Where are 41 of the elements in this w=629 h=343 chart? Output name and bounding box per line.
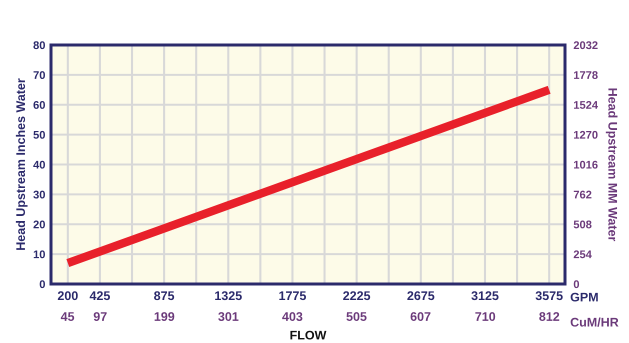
y-tick-label: 20 — [33, 220, 45, 228]
x-tick-label: 2225 — [343, 291, 370, 300]
x2-tick-label: 812 — [539, 312, 560, 321]
y2-tick-label: 1270 — [574, 130, 598, 139]
text: CuM/HR — [570, 317, 618, 327]
x-tick-label: 875 — [154, 291, 174, 300]
y2-tick-label: 508 — [574, 220, 592, 228]
y-tick-label: 30 — [33, 190, 45, 199]
y2-tick-label: 1524 — [574, 101, 598, 109]
x2-tick-label: 505 — [346, 312, 367, 321]
x-axis-title: FLOW — [290, 330, 326, 340]
x-tick-label: 3575 — [536, 291, 563, 300]
y-tick-label: 10 — [34, 250, 45, 258]
y2-tick-label: 1016 — [574, 160, 598, 169]
x-tick-label: 3125 — [471, 291, 499, 300]
y-tick-label: 60 — [33, 101, 45, 109]
x-tick-label: 1775 — [279, 291, 306, 300]
y-axis-title: Head Upstream Inches Water — [16, 78, 28, 250]
y-tick-label: 50 — [33, 130, 45, 139]
y2-tick-label: 0 — [574, 280, 580, 288]
y2-tick-label: 762 — [574, 190, 592, 199]
x2-tick-label: 403 — [282, 312, 302, 321]
y-tick-label: 70 — [34, 71, 45, 80]
text: GPM — [570, 292, 598, 302]
y-tick-label: 0 — [40, 280, 45, 288]
x-tick-label: 1325 — [215, 291, 242, 300]
x-tick-label: 2675 — [407, 291, 434, 300]
x2-tick-label: 301 — [218, 312, 238, 321]
x-tick-label: 425 — [90, 291, 110, 300]
y2-tick-label: 1778 — [574, 71, 598, 80]
y2-tick-label: 2032 — [574, 41, 598, 50]
x2-tick-label: 607 — [410, 312, 430, 321]
y2-axis-title: Head Upstream MM Water — [606, 88, 618, 242]
x-tick-label: 200 — [58, 291, 78, 300]
y2-tick-label: 254 — [574, 250, 592, 258]
x2-tick-label: 97 — [94, 312, 107, 321]
x2-tick-label: 45 — [60, 312, 74, 321]
y-tick-label: 80 — [33, 41, 45, 50]
y-tick-label: 40 — [33, 160, 45, 169]
x2-tick-label: 710 — [475, 312, 496, 321]
x2-tick-label: 199 — [154, 312, 174, 321]
